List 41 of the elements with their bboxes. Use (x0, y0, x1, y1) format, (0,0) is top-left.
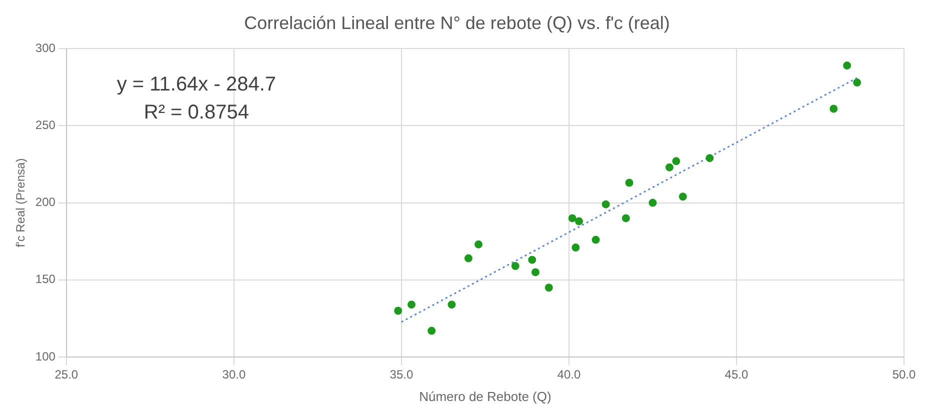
annotation: R² = 0.8754 (144, 102, 249, 124)
point (672, 157, 680, 166)
point (568, 214, 576, 222)
point (531, 268, 540, 276)
point (622, 214, 630, 222)
point (853, 78, 862, 87)
chart-title: Correlación Lineal entre N° de rebote (Q) vs. f'c (real) (244, 12, 670, 33)
x-tick-label: 50.0 (892, 368, 916, 382)
x-axis-title: Número de Rebote (Q) (419, 388, 552, 404)
point (511, 262, 520, 270)
y-tick-label: 250 (35, 118, 56, 132)
point (592, 236, 600, 244)
y-tick-label: 300 (35, 40, 56, 55)
x-tick-label: 45.0 (724, 368, 748, 382)
point (528, 256, 536, 264)
point (408, 300, 416, 309)
x-tick-label: 35.0 (390, 368, 414, 382)
point (428, 326, 436, 335)
x-tick-label: 40.0 (557, 368, 581, 382)
point (625, 178, 634, 187)
y-tick-label: 150 (35, 272, 56, 286)
point (830, 104, 838, 113)
point (648, 198, 657, 207)
point (474, 240, 483, 248)
x-tick-label: 30.0 (222, 368, 246, 382)
y-tick-label: 200 (35, 195, 56, 210)
point (602, 200, 610, 208)
point (464, 254, 472, 262)
y-axis-title: f'c Real (Prensa) (14, 158, 28, 248)
point (572, 244, 580, 252)
point (394, 306, 402, 315)
point (575, 217, 584, 226)
y-tick-label: 100 (35, 349, 56, 364)
point (544, 284, 553, 292)
annotation: y = 11.64x - 284.7 (116, 74, 276, 96)
point (665, 163, 674, 172)
point (678, 192, 687, 201)
point (706, 154, 714, 162)
x-tick-label: 25.0 (54, 368, 78, 382)
point (843, 62, 852, 70)
point (448, 300, 456, 309)
